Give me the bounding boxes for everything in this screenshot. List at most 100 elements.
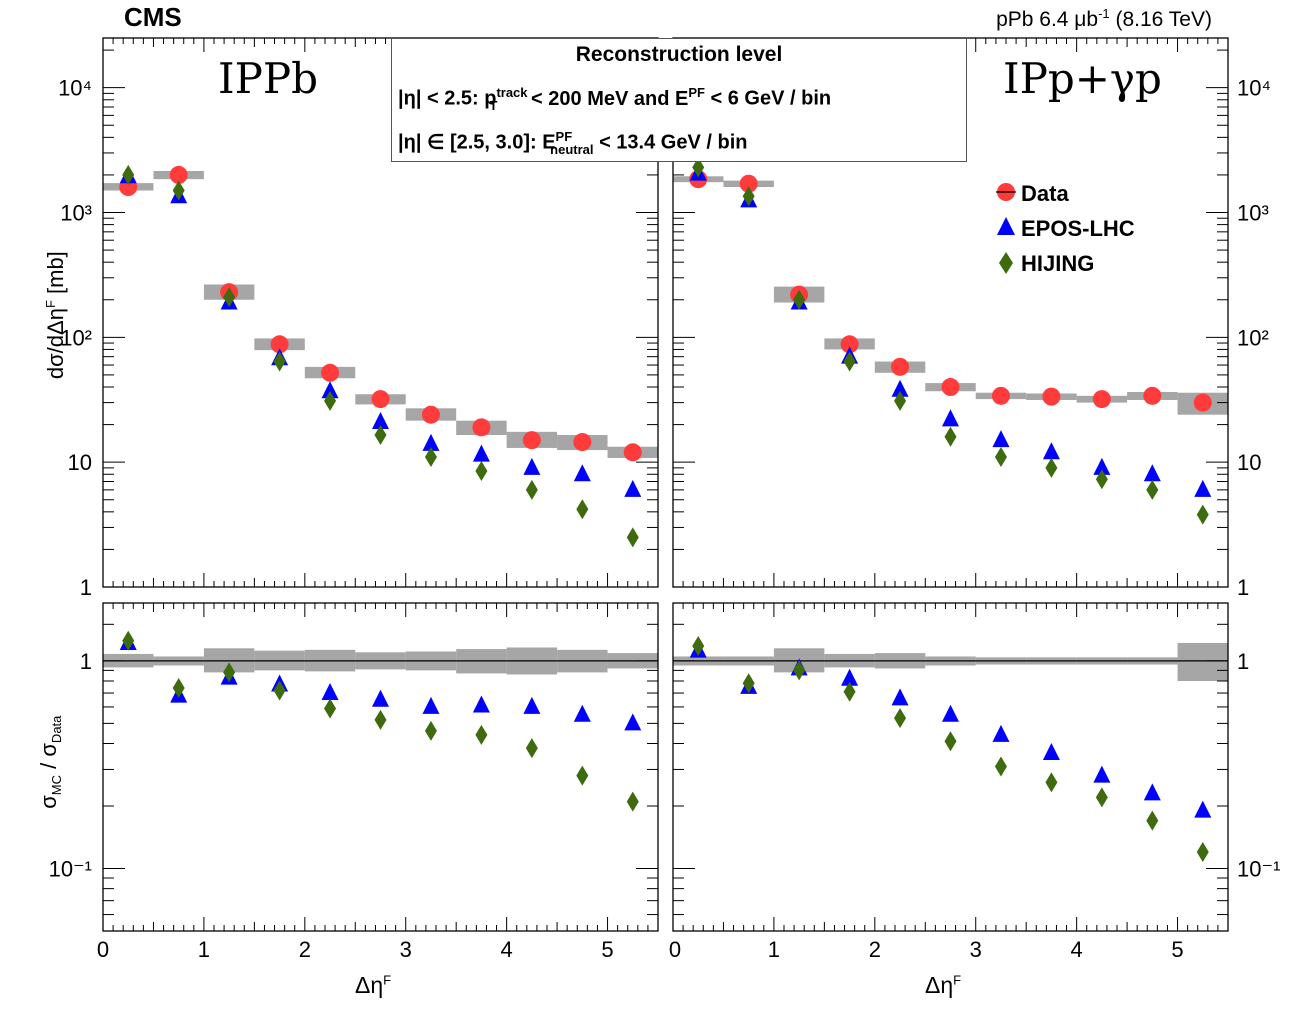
y-tick-label-right: 10⁴ bbox=[1237, 76, 1271, 101]
ratio-tick-label-right: 10⁻¹ bbox=[1237, 856, 1280, 881]
xlabel-right-sup: F bbox=[953, 972, 961, 987]
epos-ratio-point bbox=[473, 695, 490, 712]
line2-eta: |η| ∈ [2.5, 3.0]: E bbox=[398, 132, 556, 154]
hijing-point bbox=[844, 352, 856, 372]
epos-ratio-point bbox=[992, 725, 1009, 742]
hijing-ratio-point bbox=[945, 731, 957, 751]
ylabel-top-sup: F bbox=[43, 300, 58, 308]
data-point bbox=[422, 406, 440, 424]
hijing-ratio-point bbox=[1045, 772, 1057, 792]
x-tick-label: 3 bbox=[400, 937, 412, 962]
luminosity-label: pPb 6.4 μb-1 (8.16 TeV) bbox=[996, 6, 1212, 32]
x-tick-label: 3 bbox=[970, 937, 982, 962]
y-tick-label-right: 1 bbox=[1237, 575, 1249, 600]
hijing-ratio-point bbox=[375, 710, 387, 730]
ylabel-top-unit: [mb] bbox=[43, 251, 68, 300]
legend-hijing-marker bbox=[999, 252, 1013, 274]
x-tick-label: 1 bbox=[768, 937, 780, 962]
data-point bbox=[992, 387, 1010, 405]
syst-band-ratio bbox=[1178, 643, 1228, 681]
hijing-ratio-point bbox=[576, 766, 588, 786]
selection-line-forward: |η| ∈ [2.5, 3.0]: EPFneutral < 13.4 GeV … bbox=[398, 129, 747, 157]
line1-pt-sup: track bbox=[496, 85, 527, 100]
epos-point bbox=[1194, 480, 1211, 497]
legend-label: HIJING bbox=[1021, 251, 1094, 276]
legend-label: EPOS-LHC bbox=[1021, 216, 1135, 241]
hijing-ratio-point bbox=[475, 725, 487, 745]
luminosity-exponent: -1 bbox=[1098, 6, 1110, 21]
epos-ratio-point bbox=[322, 683, 339, 700]
epos-point bbox=[574, 464, 591, 481]
selection-line-central: |η| < 2.5: ptrackT < 200 MeV and EPF < 6… bbox=[398, 85, 831, 113]
y-tick-label-left: 10 bbox=[68, 450, 92, 475]
hijing-ratio-point bbox=[1197, 842, 1209, 862]
selection-box: Reconstruction level |η| < 2.5: ptrackT … bbox=[391, 38, 967, 162]
epos-point bbox=[1144, 464, 1161, 481]
xlabel-right-main: Δη bbox=[925, 972, 953, 998]
data-point bbox=[942, 378, 960, 396]
x-tick-label: 2 bbox=[869, 937, 881, 962]
hijing-ratio-point bbox=[995, 756, 1007, 776]
xlabel-left-sup: F bbox=[383, 972, 391, 987]
hijing-ratio-point bbox=[1096, 787, 1108, 807]
hijing-point bbox=[576, 499, 588, 519]
hijing-point bbox=[274, 352, 286, 372]
legend-epos-marker bbox=[997, 217, 1015, 235]
data-point bbox=[523, 431, 541, 449]
energy-value: (8.16 TeV) bbox=[1110, 8, 1212, 31]
data-point bbox=[1093, 390, 1111, 408]
x-tick-label: 5 bbox=[1171, 937, 1183, 962]
line2-end: < 13.4 GeV / bin bbox=[594, 132, 748, 154]
epos-point bbox=[624, 480, 641, 497]
data-point bbox=[372, 390, 390, 408]
x-tick-label: 5 bbox=[601, 937, 613, 962]
data-point bbox=[1194, 394, 1212, 412]
data-point bbox=[1042, 388, 1060, 406]
experiment-label: CMS bbox=[124, 2, 182, 33]
epos-ratio-point bbox=[1144, 783, 1161, 800]
epos-point bbox=[1043, 442, 1060, 459]
x-tick-label: 1 bbox=[198, 937, 210, 962]
hijing-point bbox=[945, 427, 957, 447]
ylabel-ratio-mc: MC bbox=[49, 775, 64, 795]
x-axis-label-left: ΔηF bbox=[355, 972, 391, 999]
ylabel-top-main: dσ/dΔη bbox=[43, 308, 68, 379]
y-tick-label-right: 10 bbox=[1237, 450, 1261, 475]
x-tick-label: 4 bbox=[501, 937, 513, 962]
line1-end: < 6 GeV / bin bbox=[705, 88, 831, 110]
luminosity-value: pPb 6.4 μb bbox=[996, 8, 1098, 31]
data-point bbox=[321, 364, 339, 382]
epos-point bbox=[523, 458, 540, 475]
y-axis-label-ratio: σMC / σData bbox=[36, 682, 64, 842]
epos-ratio-point bbox=[574, 705, 591, 722]
hijing-point bbox=[627, 527, 639, 547]
hijing-ratio-point bbox=[627, 792, 639, 812]
ylabel-ratio-slash: / σ bbox=[36, 743, 61, 775]
epos-point bbox=[992, 430, 1009, 447]
epos-ratio-point bbox=[1043, 743, 1060, 760]
epos-point bbox=[942, 409, 959, 426]
y-axis-label-top: dσ/dΔηF [mb] bbox=[43, 215, 69, 415]
y-tick-label-right: 10² bbox=[1237, 325, 1269, 350]
line1-eta: |η| < 2.5: p bbox=[398, 88, 496, 110]
line1-e-sup: PF bbox=[688, 85, 705, 100]
hijing-point bbox=[526, 480, 538, 500]
x-tick-label: 0 bbox=[97, 937, 109, 962]
hijing-ratio-point bbox=[526, 738, 538, 758]
epos-ratio-point bbox=[942, 705, 959, 722]
epos-ratio-point bbox=[422, 697, 439, 714]
x-tick-label: 4 bbox=[1071, 937, 1083, 962]
data-point bbox=[1143, 387, 1161, 405]
epos-ratio-point bbox=[523, 697, 540, 714]
data-point bbox=[624, 443, 642, 461]
line1-mid: < 200 MeV and E bbox=[525, 88, 688, 110]
hijing-ratio-point bbox=[894, 708, 906, 728]
x-tick-label: 2 bbox=[299, 937, 311, 962]
line2-e-sub: neutral bbox=[550, 142, 593, 157]
ratio-tick-label-right: 1 bbox=[1237, 649, 1249, 674]
legend-label: Data bbox=[1021, 181, 1069, 206]
epos-ratio-point bbox=[1093, 766, 1110, 783]
x-tick-label: 0 bbox=[669, 937, 681, 962]
hijing-point bbox=[995, 447, 1007, 467]
panel-title-left: IPPb bbox=[218, 54, 318, 103]
